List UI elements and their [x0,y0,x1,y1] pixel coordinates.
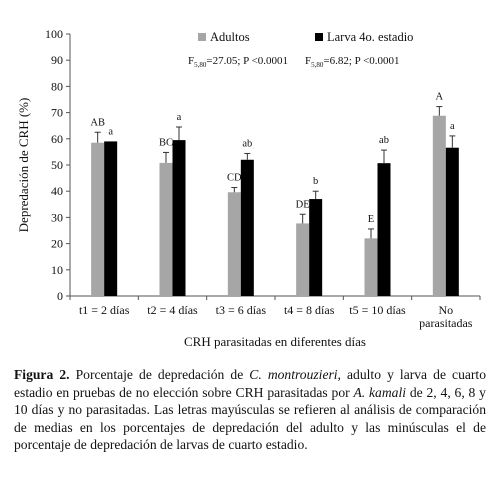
bar-adultos [432,115,446,296]
x-axis-title: CRH parasitadas en diferentes días [184,334,366,349]
caption-species: C. montrouzieri, [249,367,341,382]
anova-stat: F5,80=27.05; P <0.0001 [188,55,288,69]
legend-label: Adultos [210,30,250,44]
bar-larva [172,140,186,296]
bar-larva [377,163,391,296]
bar-adultos [296,223,310,296]
y-tick-label: 90 [51,53,63,67]
y-tick-label: 80 [51,79,63,93]
y-tick-label: 30 [51,210,63,224]
y-axis-title: Depredación de CRH (%) [16,98,31,233]
significance-letter: ab [242,138,252,149]
caption-text-1: Porcentaje de depredación de [69,367,250,382]
bar-adultos [364,238,378,296]
legend-label: Larva 4o. estadio [327,30,413,44]
bar-adultos [159,162,173,296]
figure-caption: Figura 2. Porcentaje de depredación de C… [14,366,486,454]
anova-stat: F5,80=6.82; P <0.0001 [305,55,400,69]
caption-label: Figura 2. [14,367,70,382]
significance-letter: ab [379,135,389,146]
y-tick-label: 0 [57,289,63,303]
caption-parasitoid: A. kamali [353,384,407,400]
bar-larva [240,159,254,296]
bar-adultos [227,192,241,296]
chart-svg: 0 10 20 30 40 50 60 70 80 90 100 AB BC CD DE E Aa a ab b ab a… [16,27,481,349]
bar-larva [309,199,323,296]
significance-letter: DE [296,199,310,210]
bar-larva [104,141,118,296]
legend-swatch [315,33,323,41]
significance-letter: a [450,121,455,132]
x-tick-label: t2 = 4 días [147,303,198,317]
x-tick-label: t4 = 8 días [284,303,335,317]
significance-letter: b [313,176,318,187]
significance-letter: BC [159,137,173,148]
x-tick-label: parasitadas [419,316,473,330]
bar-adultos [91,142,105,296]
y-tick-label: 50 [51,158,63,172]
x-tick-label: t1 = 2 días [79,303,130,317]
significance-letter: a [108,126,113,137]
significance-letter: A [436,92,444,103]
y-tick-label: 20 [51,237,63,251]
significance-letter: CD [227,173,242,184]
y-tick-label: 100 [45,27,63,41]
caption-text-2: adulto y larva de cuarto estadio en prue… [14,367,487,400]
x-tick-label: t5 = 10 días [349,303,406,317]
caption-text-3: de 2, 4, 6, 8 y 10 días y no parasitadas… [14,384,486,453]
legend-swatch [198,33,206,41]
y-tick-label: 40 [51,184,63,198]
bar-larva [445,147,459,296]
x-tick-label: No [438,303,453,317]
y-tick-label: 60 [51,132,63,146]
significance-letter: AB [90,117,105,128]
significance-letter: E [368,214,374,225]
x-tick-label: t3 = 6 días [216,303,267,317]
significance-letter: a [177,112,182,123]
y-tick-label: 70 [51,106,63,120]
y-tick-label: 10 [51,263,63,277]
